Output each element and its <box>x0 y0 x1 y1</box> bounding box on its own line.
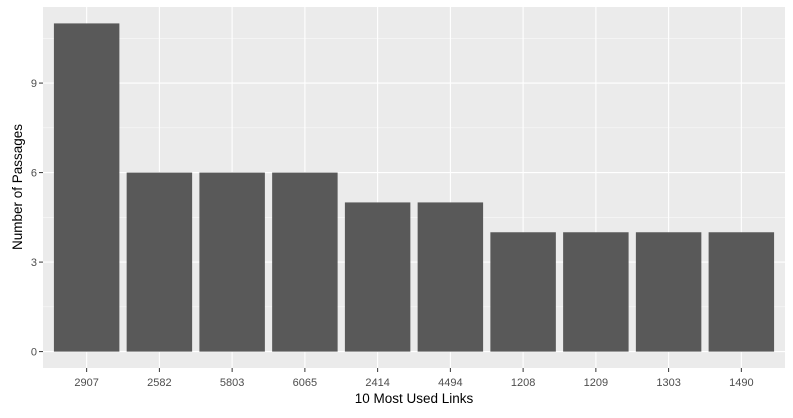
x-axis-ticks: 2907 2582 5803 6065 2414 4494 1208 1209 1303 1490 <box>74 368 754 389</box>
y-tick-label: 6 <box>31 168 37 180</box>
bar-1490 <box>708 232 775 352</box>
y-axis-ticks: 0 3 6 9 <box>31 78 43 359</box>
bar-4494 <box>417 202 484 352</box>
x-axis-title: 10 Most Used Links <box>355 391 474 406</box>
y-tick-label: 3 <box>31 257 37 269</box>
x-tick-label: 2414 <box>365 377 389 389</box>
x-tick-label: 1490 <box>729 377 753 389</box>
bar-2582 <box>126 172 193 352</box>
bar-2414 <box>344 202 411 352</box>
bar-6065 <box>272 172 338 352</box>
bar-5803 <box>199 172 265 352</box>
bar-1208 <box>490 232 556 352</box>
bar-1209 <box>563 232 629 352</box>
x-tick-label: 4494 <box>438 377 462 389</box>
bar-2907 <box>53 23 120 352</box>
y-axis-title: Number of Passages <box>10 124 25 250</box>
x-tick-label: 1209 <box>584 377 608 389</box>
x-tick-label: 5803 <box>220 377 244 389</box>
y-tick-label: 9 <box>31 78 37 90</box>
bars <box>53 23 775 352</box>
y-tick-label: 0 <box>31 347 37 359</box>
x-tick-label: 2907 <box>74 377 98 389</box>
x-tick-label: 1208 <box>511 377 535 389</box>
bar-1303 <box>635 232 702 352</box>
x-tick-label: 1303 <box>656 377 680 389</box>
x-tick-label: 6065 <box>293 377 317 389</box>
x-tick-label: 2582 <box>147 377 171 389</box>
